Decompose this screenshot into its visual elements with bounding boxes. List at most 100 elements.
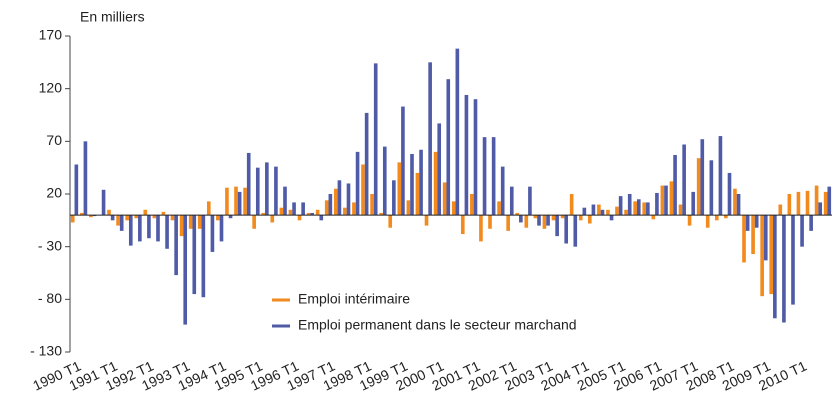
- bar: [618, 196, 623, 216]
- bar: [470, 194, 474, 216]
- bar: [646, 202, 650, 216]
- bar: [660, 185, 665, 216]
- bar: [442, 182, 447, 216]
- bar: [636, 199, 641, 216]
- bar: [355, 151, 360, 216]
- bar: [564, 215, 569, 244]
- bar: [791, 215, 795, 305]
- bar: [642, 202, 647, 216]
- bar: [346, 183, 351, 216]
- bar: [651, 215, 656, 220]
- bar: [488, 215, 492, 229]
- bar: [787, 194, 792, 216]
- bar: [89, 215, 93, 218]
- bar: [782, 215, 786, 323]
- bar: [92, 215, 97, 217]
- bar: [551, 215, 556, 221]
- bar: [324, 200, 329, 216]
- bar: [170, 215, 175, 221]
- bar: [265, 162, 269, 216]
- bar: [370, 194, 374, 216]
- bar: [569, 194, 574, 216]
- bar: [627, 194, 632, 216]
- bar: [74, 164, 79, 216]
- bar: [292, 202, 296, 216]
- bar: [397, 162, 402, 216]
- bar: [306, 212, 311, 216]
- bar: [814, 185, 819, 216]
- bar: [546, 215, 550, 226]
- bar: [606, 209, 610, 216]
- bar: [70, 215, 75, 223]
- bar: [428, 62, 432, 216]
- bar: [479, 215, 483, 242]
- bar: [773, 215, 777, 319]
- bar: [165, 215, 169, 249]
- bar: [147, 215, 151, 239]
- bar: [156, 215, 160, 242]
- bar: [506, 215, 510, 231]
- bar: [343, 207, 347, 216]
- bar: [633, 201, 637, 216]
- bar: [597, 204, 601, 216]
- bar: [827, 186, 832, 216]
- bar: [424, 215, 429, 226]
- legend-label: Emploi intérimaire: [298, 291, 410, 307]
- bar: [382, 146, 387, 216]
- bar: [718, 136, 723, 216]
- bar: [778, 204, 783, 216]
- bar: [161, 211, 166, 216]
- bar: [600, 209, 605, 216]
- bar: [333, 188, 338, 216]
- bar: [352, 202, 356, 216]
- bar: [179, 215, 184, 237]
- bar: [288, 209, 293, 216]
- bar: [823, 191, 828, 216]
- bar: [446, 79, 451, 216]
- bar: [615, 206, 619, 216]
- bar: [464, 94, 469, 216]
- bar: [219, 215, 224, 242]
- bar: [460, 215, 465, 235]
- bar: [482, 137, 487, 216]
- bar: [301, 202, 305, 216]
- y-tick-label: 120: [39, 79, 63, 95]
- bar: [437, 123, 442, 216]
- bar: [279, 207, 284, 216]
- y-tick-label: - 130: [30, 343, 62, 359]
- bar: [138, 215, 142, 242]
- bar: [143, 209, 148, 216]
- bar: [116, 215, 120, 226]
- bar: [655, 192, 659, 216]
- bar: [696, 158, 701, 216]
- bar: [252, 215, 256, 229]
- bar: [519, 215, 523, 223]
- bar: [216, 215, 220, 221]
- bar: [528, 186, 532, 216]
- bar: [751, 215, 755, 255]
- bar: [297, 215, 302, 221]
- bar: [691, 191, 696, 216]
- bar: [243, 187, 247, 216]
- bar: [624, 209, 628, 216]
- bar: [515, 212, 520, 216]
- y-axis-label: En milliers: [80, 9, 145, 25]
- y-tick-label: - 80: [38, 290, 62, 306]
- bar: [188, 215, 193, 229]
- bar: [769, 215, 774, 295]
- bar: [128, 215, 133, 246]
- bar: [818, 202, 823, 216]
- bar: [283, 186, 287, 216]
- bar: [234, 186, 238, 216]
- bar: [101, 189, 106, 216]
- bar: [491, 137, 496, 216]
- bar: [473, 99, 478, 216]
- bar: [210, 215, 215, 252]
- bar: [754, 215, 759, 228]
- bar: [201, 215, 206, 298]
- bar: [110, 215, 115, 221]
- legend-label: Emploi permanent dans le secteur marchan…: [298, 317, 577, 333]
- bar: [736, 194, 741, 216]
- bar: [174, 215, 178, 276]
